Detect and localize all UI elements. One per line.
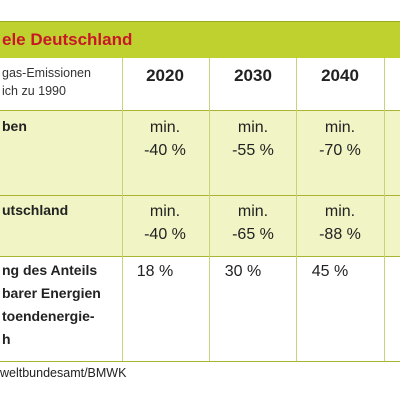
row-3-2040: 45 % <box>311 263 349 280</box>
table-title: ele Deutschland <box>2 30 133 49</box>
column-divider <box>384 58 385 361</box>
row-1-2020-line-2: -40 % <box>144 142 186 159</box>
row-3-2020: 18 % <box>136 263 174 280</box>
year-2040: 2040 <box>321 66 359 85</box>
source-note: weltbundesamt/BMWK <box>0 366 127 380</box>
row-1-2020-line-1: min. <box>149 119 181 136</box>
row-1-2040-line-2: -70 % <box>319 142 361 159</box>
table-title-bar: ele Deutschland <box>0 21 400 59</box>
header-label-line-1: gas-Emissionen <box>2 66 91 80</box>
header-row: gas-Emissionen ich zu 1990 2020 2030 204… <box>0 58 400 111</box>
row-2-2040-line-2: -88 % <box>319 226 361 243</box>
row-2-label: utschland <box>2 202 69 218</box>
row-2-2020-line-2: -40 % <box>144 226 186 243</box>
row-1-2030-line-1: min. <box>237 119 269 136</box>
row-3-label-line-2: barer Energien <box>2 285 101 301</box>
row-2-2030-line-1: min. <box>237 203 269 220</box>
column-divider <box>296 58 297 361</box>
row-1-2040-line-1: min. <box>324 119 356 136</box>
row-2-2040-line-1: min. <box>324 203 356 220</box>
row-3-label-line-1: ng des Anteils <box>2 262 98 278</box>
row-3-2030: 30 % <box>224 263 262 280</box>
table-row: ng des Anteils barer Energien toendenerg… <box>0 257 400 362</box>
row-2-2020-line-1: min. <box>149 203 181 220</box>
row-3-label-line-3: toendenergie- <box>2 308 95 324</box>
year-2030: 2030 <box>234 66 272 85</box>
table-row: ben min. -40 % min. -55 % min. -70 % <box>0 111 400 196</box>
column-divider <box>122 58 123 361</box>
year-2020: 2020 <box>146 66 184 85</box>
header-label-line-2: ich zu 1990 <box>2 84 66 98</box>
row-3-label-line-4: h <box>2 331 11 347</box>
table-row: utschland min. -40 % min. -65 % min. -88… <box>0 196 400 257</box>
row-1-label: ben <box>2 118 27 134</box>
row-2-2030-line-2: -65 % <box>232 226 274 243</box>
column-divider <box>209 58 210 361</box>
row-1-2030-line-2: -55 % <box>232 142 274 159</box>
